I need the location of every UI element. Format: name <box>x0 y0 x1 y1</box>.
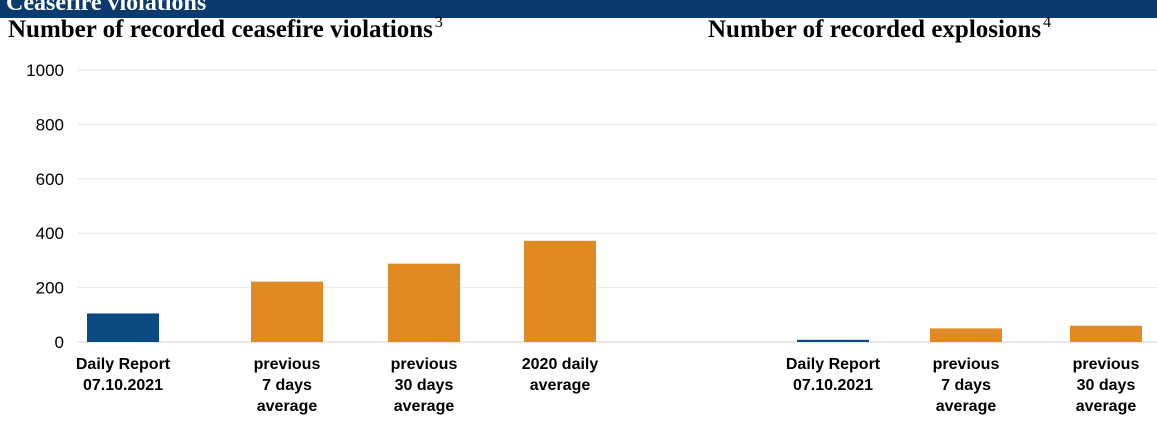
bar <box>251 281 323 342</box>
section-title: Ceasefire violations <box>6 0 207 16</box>
bar <box>388 263 460 342</box>
footnote-marker-explosions: 4 <box>1043 14 1052 31</box>
category-label: previous 30 days average <box>391 356 458 415</box>
chart-title-violations-text: Number of recorded ceasefire violations <box>8 16 433 43</box>
y-tick-label: 800 <box>36 115 64 134</box>
category-labels: Daily Report 07.10.2021 previous 7 days aver… <box>76 356 1140 415</box>
bar <box>524 240 596 342</box>
chart-title-explosions-text: Number of recorded explosions <box>708 16 1042 43</box>
category-label: Daily Report 07.10.2021 <box>786 356 881 394</box>
footnote-marker-violations: 3 <box>434 14 443 31</box>
y-axis-ticks: 0 200 400 600 800 1000 <box>26 61 64 352</box>
category-label: previous 7 days average <box>254 356 321 415</box>
category-label: Daily Report 07.10.2021 <box>76 356 171 394</box>
bar <box>930 328 1002 342</box>
section-banner: Ceasefire violations <box>0 0 1157 18</box>
y-tick-label: 200 <box>36 279 64 298</box>
bar <box>87 313 159 342</box>
chart-title-explosions: Number of recorded explosions 4 <box>708 14 1051 44</box>
bars <box>87 240 1142 342</box>
chart-title-violations: Number of recorded ceasefire violations 3 <box>8 14 443 44</box>
gridlines <box>78 69 1157 343</box>
category-label: previous 30 days average <box>1073 356 1140 415</box>
y-tick-label: 400 <box>36 224 64 243</box>
y-tick-label: 0 <box>55 333 64 352</box>
category-label: 2020 daily average <box>522 356 599 394</box>
y-tick-label: 1000 <box>26 61 64 80</box>
bar <box>1070 325 1142 342</box>
bar <box>797 339 869 342</box>
category-label: previous 7 days average <box>933 356 1000 415</box>
y-tick-label: 600 <box>36 170 64 189</box>
